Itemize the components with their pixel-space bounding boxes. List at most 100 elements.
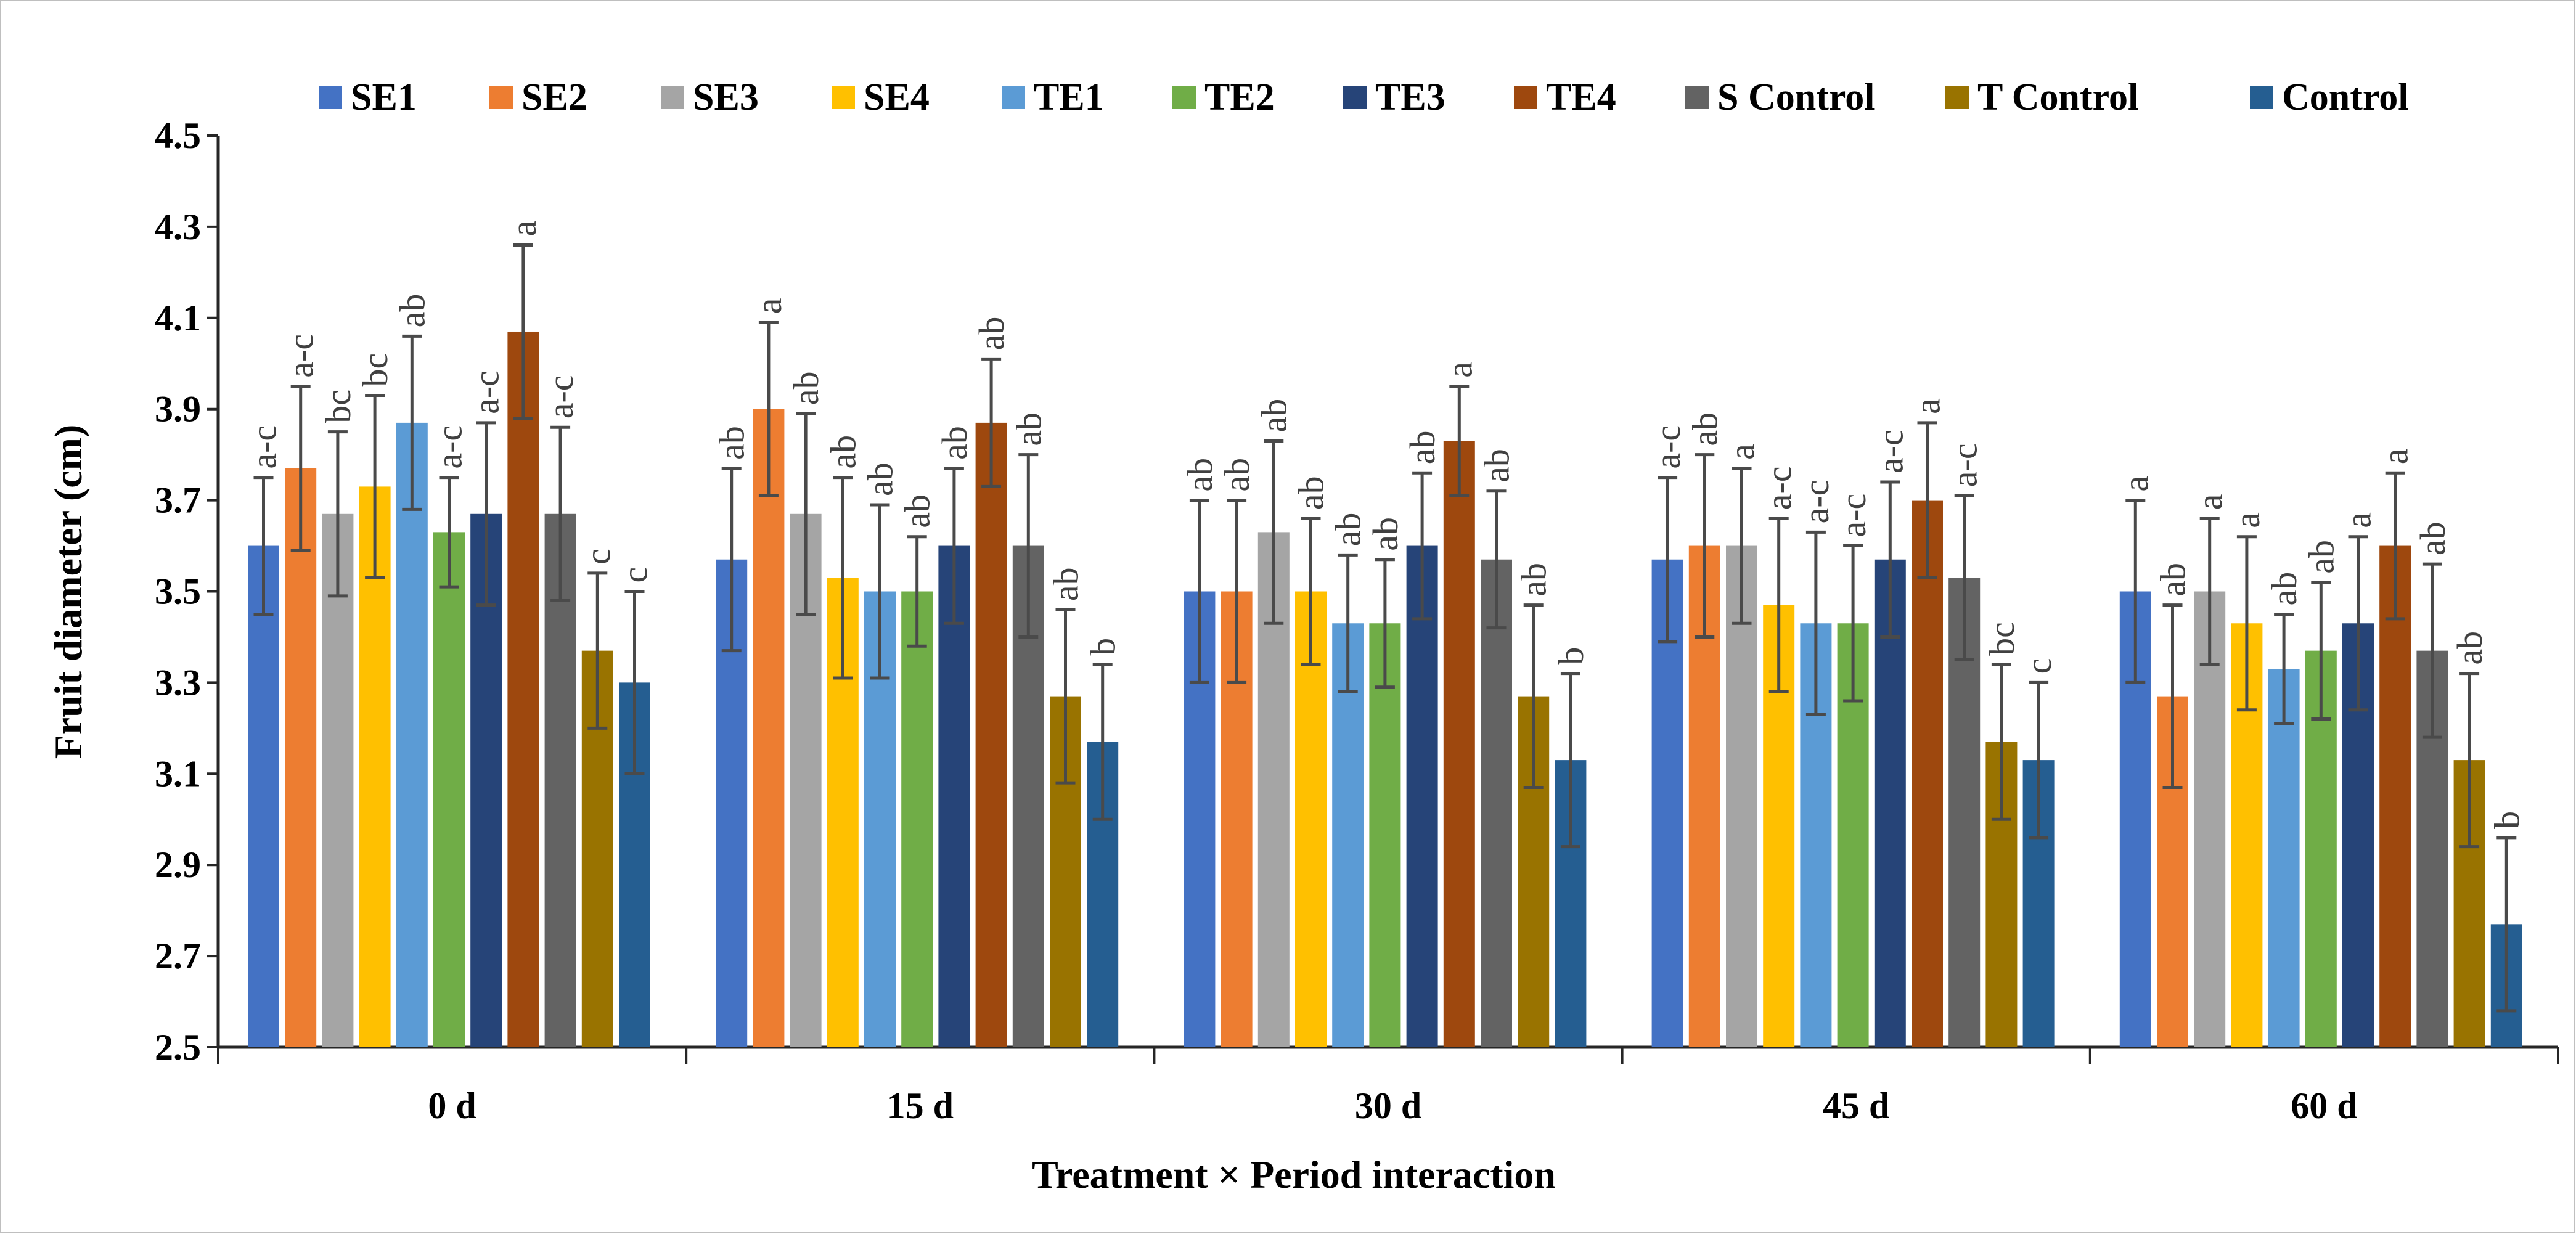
significance-letter: ab <box>2413 521 2453 555</box>
significance-letter: ab <box>861 462 901 496</box>
significance-letter: c <box>615 567 655 583</box>
significance-letter: ab <box>1477 449 1517 483</box>
bar <box>1295 591 1327 1047</box>
significance-letter: a-c <box>1796 480 1836 524</box>
significance-letter: a-c <box>1945 443 1985 487</box>
significance-letter: ab <box>1514 563 1554 597</box>
legend-label: SE2 <box>521 76 587 118</box>
bar <box>1443 441 1475 1047</box>
y-tick-label: 3.5 <box>155 571 201 612</box>
significance-letter: bc <box>318 390 358 423</box>
significance-letter: ab <box>1685 412 1725 446</box>
bar <box>1726 545 1757 1047</box>
significance-letter: b <box>2487 811 2527 829</box>
significance-letter: a <box>2190 494 2230 510</box>
y-tick-label: 3.1 <box>155 753 201 794</box>
bar <box>322 513 354 1047</box>
bar <box>938 545 970 1047</box>
legend-label: TE3 <box>1375 76 1445 118</box>
significance-letter: ab <box>2264 572 2304 606</box>
bar <box>901 591 933 1047</box>
legend-label: SE1 <box>351 76 417 118</box>
y-tick-label: 2.7 <box>155 936 201 976</box>
bar <box>248 545 279 1047</box>
significance-letter: ab <box>971 317 1012 351</box>
legend-label: TE1 <box>1034 76 1104 118</box>
bar <box>2194 591 2226 1047</box>
significance-letter: a-c <box>541 375 581 419</box>
significance-letter: ab <box>1291 476 1331 510</box>
bar <box>2379 545 2411 1047</box>
legend-swatch <box>1172 86 1196 109</box>
bar <box>1332 623 1364 1047</box>
significance-letter: a-c <box>1833 494 1873 537</box>
significance-letter: ab <box>934 426 975 460</box>
bar <box>1874 559 1906 1047</box>
significance-letter: bc <box>1982 622 2022 656</box>
significance-letter: a-c <box>1870 430 1910 473</box>
significance-letter: a-c <box>467 370 507 414</box>
significance-letter: a <box>749 298 789 314</box>
legend-swatch <box>1343 86 1367 109</box>
bars <box>248 331 2522 1048</box>
significance-letter: ab <box>823 435 863 469</box>
significance-letter: bc <box>355 353 395 387</box>
bar <box>975 422 1007 1047</box>
significance-letter: ab <box>712 426 752 460</box>
y-tick-label: 4.5 <box>155 115 201 156</box>
significance-letter: a <box>2376 448 2416 464</box>
significance-letter: ab <box>1046 567 1086 601</box>
legend-label: Control <box>2282 76 2409 118</box>
legend-label: TE4 <box>1546 76 1616 118</box>
legend-swatch <box>1945 86 1969 109</box>
x-tick-label: 0 d <box>428 1085 476 1126</box>
legend-swatch <box>319 86 342 109</box>
legend-swatch <box>1685 86 1709 109</box>
bar <box>507 331 539 1047</box>
significance-letter: ab <box>392 294 432 328</box>
x-tick-label: 45 d <box>1823 1085 1889 1126</box>
bar <box>285 468 317 1047</box>
significance-letter: ab <box>1180 458 1220 492</box>
error-bars <box>253 243 2517 1013</box>
bar <box>753 409 785 1048</box>
significance-letter: a <box>504 221 544 237</box>
significance-letter: a <box>1908 398 1948 414</box>
y-axis-title: Fruit diameter (cm) <box>46 425 90 759</box>
significance-letter: ab <box>1365 517 1405 551</box>
significance-letter: a-c <box>430 425 470 469</box>
legend-swatch <box>489 86 513 109</box>
significance-letter: a <box>1439 362 1479 378</box>
y-tick-label: 4.1 <box>155 298 201 338</box>
legend-label: T Control <box>1977 76 2138 118</box>
legend-label: SE4 <box>864 76 930 118</box>
significance-letter: ab <box>1008 412 1049 446</box>
legend-label: S Control <box>1717 76 1875 118</box>
legend-swatch <box>1514 86 1537 109</box>
legend-swatch <box>832 86 855 109</box>
bar <box>2268 669 2300 1047</box>
significance-letter: b <box>1551 647 1591 665</box>
y-tick-label: 2.5 <box>155 1027 201 1068</box>
significance-letter: c <box>2019 658 2059 674</box>
significance-letter: ab <box>786 371 826 405</box>
y-tick-label: 4.3 <box>155 206 201 247</box>
axes: Fruit diameter (cm) Treatment × Period i… <box>46 115 2559 1196</box>
significance-letter: a <box>2339 512 2379 528</box>
bar <box>359 486 391 1047</box>
significance-letter: a-c <box>1759 466 1799 510</box>
legend-swatch <box>2250 86 2273 109</box>
significance-letter: ab <box>2301 540 2341 574</box>
y-tick-label: 3.3 <box>155 662 201 703</box>
x-tick-label: 15 d <box>887 1085 954 1126</box>
bar <box>1912 500 1943 1047</box>
x-axis-title: Treatment × Period interaction <box>1032 1153 1556 1196</box>
significance-letter: ab <box>1254 399 1294 433</box>
bar <box>433 532 465 1047</box>
significance-letter: a-c <box>1648 425 1688 469</box>
y-tick-label: 3.7 <box>155 480 201 521</box>
significance-letter: ab <box>1328 513 1368 547</box>
legend-swatch <box>661 86 684 109</box>
significance-letter: a <box>2227 512 2267 528</box>
